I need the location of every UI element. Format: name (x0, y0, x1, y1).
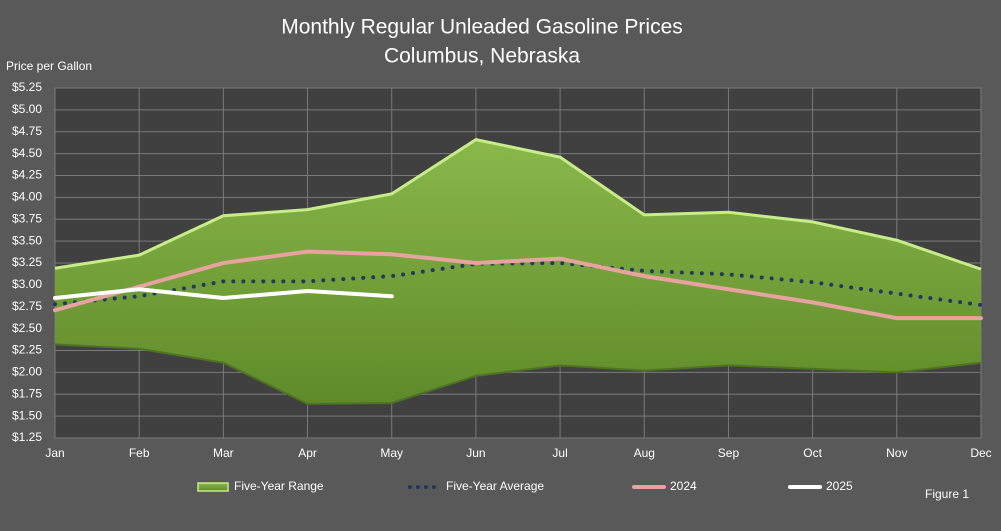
y-tick-label: $5.00 (12, 102, 42, 116)
x-tick-label: Nov (886, 446, 907, 460)
x-tick-label: Oct (803, 446, 822, 460)
y-tick-label: $2.25 (12, 343, 42, 357)
y-tick-label: $5.25 (12, 80, 42, 94)
y-tick-label: $3.00 (12, 277, 42, 291)
x-tick-label: May (380, 446, 403, 460)
legend-label: 2025 (826, 479, 853, 493)
y-tick-label: $1.75 (12, 386, 42, 400)
range-upper (54, 138, 982, 271)
y-tick-label: $3.50 (12, 233, 42, 247)
y-tick-label: $2.00 (12, 365, 42, 379)
y-tick-label: $4.00 (12, 190, 42, 204)
y-tick-label: $3.75 (12, 211, 42, 225)
x-tick-label: Aug (634, 446, 655, 460)
x-tick-label: Jun (466, 446, 485, 460)
chart-title: Monthly Regular Unleaded Gasoline Prices (281, 16, 683, 39)
y-tick-label: $4.25 (12, 168, 42, 182)
chart-subtitle: Columbus, Nebraska (384, 45, 580, 68)
x-tick-label: Sep (718, 446, 740, 460)
y-tick-label: $3.25 (12, 255, 42, 269)
series-line (53, 287, 394, 301)
y-tick-label: $2.75 (12, 299, 42, 313)
y-axis-label: Price per Gallon (6, 59, 92, 73)
x-tick-label: Mar (213, 446, 234, 460)
x-tick-label: Dec (970, 446, 991, 460)
annotation: Figure 1 (925, 487, 969, 501)
x-tick-label: Jul (552, 446, 567, 460)
y-tick-label: $2.50 (12, 321, 42, 335)
legend-label: Five-Year Average (446, 479, 544, 493)
y-tick-label: $1.50 (12, 408, 42, 422)
legend-swatch (197, 482, 229, 492)
y-tick-label: $4.75 (12, 124, 42, 138)
x-tick-label: Jan (45, 446, 64, 460)
series-line (53, 249, 983, 321)
y-tick-label: $1.25 (12, 430, 42, 444)
range-area (55, 139, 981, 404)
legend-label: 2024 (670, 479, 697, 493)
legend-label: Five-Year Range (234, 479, 324, 493)
y-tick-label: $4.50 (12, 146, 42, 160)
range-lower (54, 343, 982, 405)
x-tick-label: Feb (129, 446, 150, 460)
x-tick-label: Apr (298, 446, 317, 460)
